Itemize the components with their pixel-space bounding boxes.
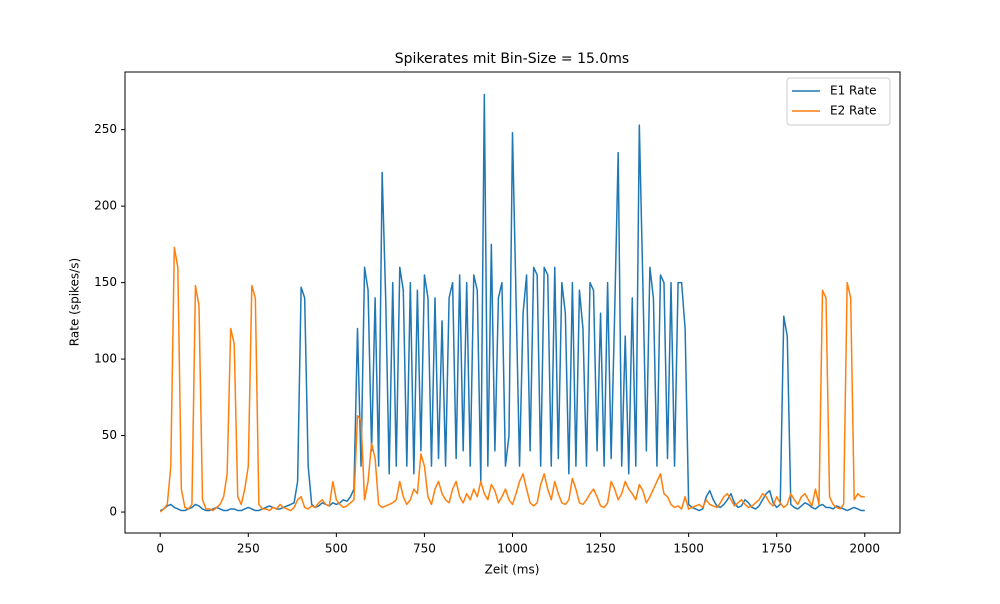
x-tick-label: 1250	[585, 542, 616, 556]
y-tick-label: 150	[94, 275, 117, 289]
y-tick-label: 100	[94, 352, 117, 366]
plot-frame	[124, 71, 901, 534]
x-tick-label: 1500	[673, 542, 704, 556]
y-tick-label: 200	[94, 199, 117, 213]
legend-label: E2 Rate	[830, 104, 877, 118]
x-tick-label: 250	[237, 542, 260, 556]
x-tick-label: 750	[413, 542, 436, 556]
legend-box	[786, 77, 891, 126]
x-tick-label: 0	[156, 542, 164, 556]
x-tick-label: 2000	[849, 542, 880, 556]
data-line	[159, 246, 865, 513]
y-tick-label: 250	[94, 122, 117, 136]
y-axis-label: Rate (spikes/s)	[68, 258, 82, 346]
chart-title: Spikerates mit Bin-Size = 15.0ms	[395, 51, 629, 67]
y-tick-label: 0	[109, 505, 117, 519]
legend-label: E1 Rate	[830, 84, 877, 98]
x-tick-label: 1750	[761, 542, 792, 556]
x-axis-label: Zeit (ms)	[485, 563, 540, 577]
data-line	[159, 93, 865, 512]
x-tick-label: 1000	[497, 542, 528, 556]
y-tick-label: 50	[102, 428, 117, 442]
x-tick-label: 500	[325, 542, 348, 556]
